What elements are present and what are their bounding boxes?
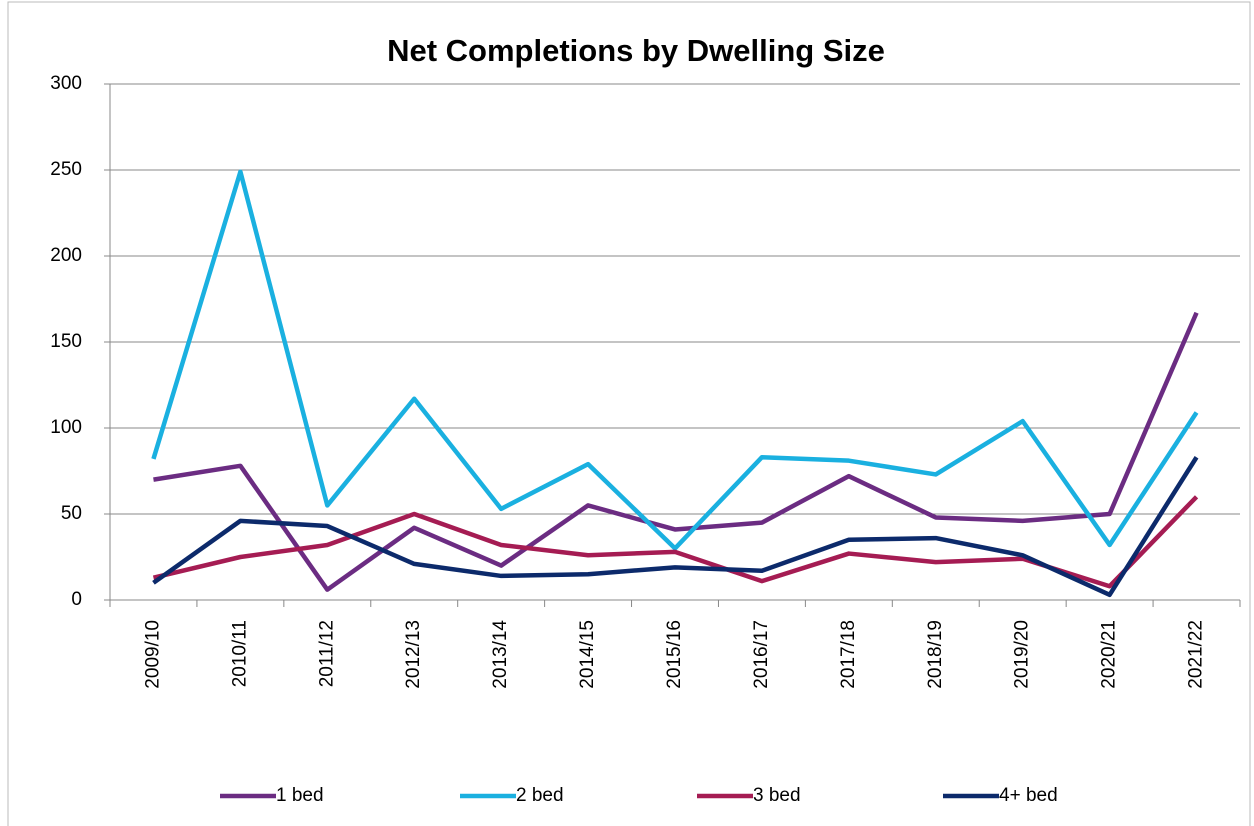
- y-tick-label: 200: [50, 245, 82, 266]
- x-tick-label: 2009/10: [142, 620, 163, 689]
- x-tick-label: 2017/18: [838, 620, 859, 689]
- series-line: [152, 495, 1199, 589]
- x-tick-label: 2012/13: [403, 620, 424, 689]
- x-tick-label: 2011/12: [316, 620, 337, 687]
- series-line: [152, 456, 1199, 598]
- legend-label: 2 bed: [516, 785, 564, 806]
- x-tick-label: 2013/14: [490, 620, 511, 689]
- y-tick-label: 300: [50, 73, 82, 94]
- x-tick-label: 2010/11: [229, 620, 250, 687]
- x-tick-label: 2019/20: [1012, 620, 1033, 689]
- chart-title: Net Completions by Dwelling Size: [387, 33, 885, 68]
- y-tick-label: 50: [61, 503, 82, 524]
- y-tick-label: 150: [50, 331, 82, 352]
- y-tick-label: 250: [50, 159, 82, 180]
- legend-label: 4+ bed: [999, 785, 1058, 806]
- x-tick-label: 2015/16: [664, 620, 685, 689]
- x-tick-label: 2020/21: [1099, 620, 1120, 689]
- y-tick-label: 0: [71, 589, 82, 610]
- x-tick-label: 2016/17: [751, 620, 772, 689]
- legend-label: 3 bed: [753, 785, 801, 806]
- x-tick-label: 2014/15: [577, 620, 598, 689]
- y-tick-label: 100: [50, 417, 82, 438]
- x-tick-label: 2018/19: [925, 620, 946, 689]
- x-tick-label: 2021/22: [1186, 620, 1207, 689]
- series-line: [153, 311, 1199, 592]
- chart-border: [7, 1, 1251, 826]
- series-line: [151, 169, 1199, 551]
- legend-label: 1 bed: [276, 785, 324, 806]
